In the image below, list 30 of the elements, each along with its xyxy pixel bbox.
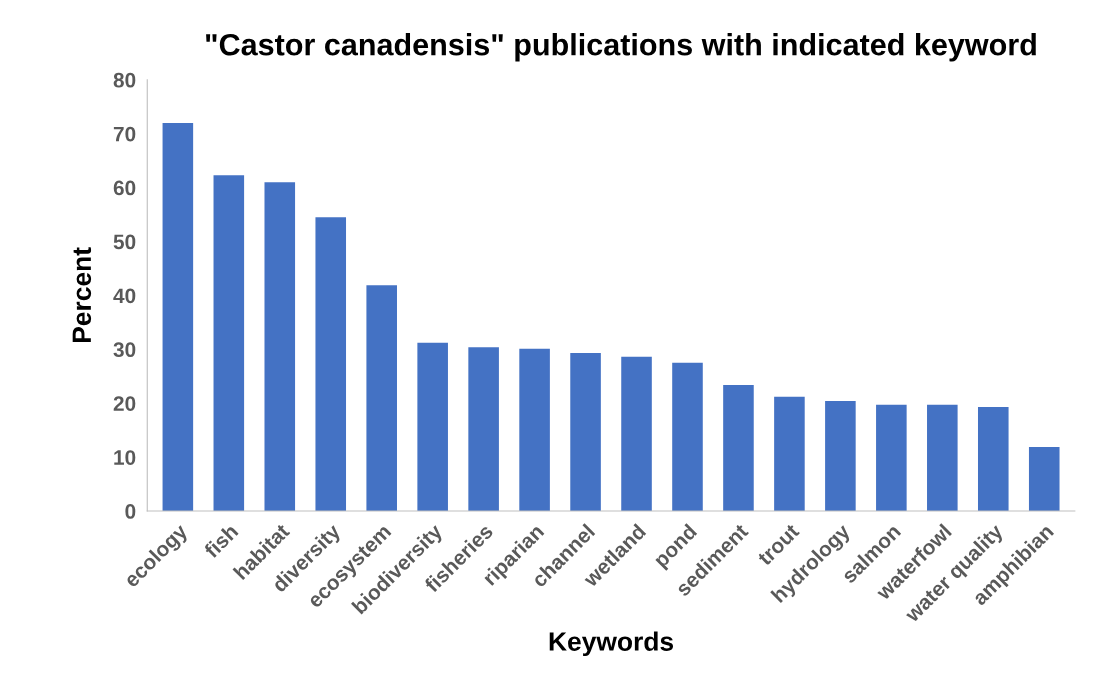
bar <box>1028 446 1060 512</box>
bar <box>264 182 296 512</box>
bar <box>213 175 245 512</box>
bar <box>977 407 1009 512</box>
bar <box>570 353 601 512</box>
bar <box>825 401 856 512</box>
bar <box>519 348 550 512</box>
y-tick-label: 80 <box>113 72 136 88</box>
bar <box>927 404 958 512</box>
y-tick-label: 40 <box>113 288 136 304</box>
bar <box>162 122 194 512</box>
bar <box>774 396 805 512</box>
y-tick-label: 0 <box>125 504 136 519</box>
bar <box>876 404 907 512</box>
y-tick-label: 30 <box>113 342 136 358</box>
y-tick-label: 10 <box>114 450 136 465</box>
y-tick-label: 20 <box>113 396 136 411</box>
bar <box>366 285 397 512</box>
y-axis-title: Percent <box>72 247 92 343</box>
y-tick-label: 70 <box>113 126 136 142</box>
y-tick-label: 60 <box>113 180 136 196</box>
bar <box>723 384 754 512</box>
bar <box>468 347 499 512</box>
bar <box>672 362 703 512</box>
bar <box>315 217 347 512</box>
bar <box>621 356 652 512</box>
chart-title: "Castor canadensis" publications with indicated keyword <box>206 33 1036 62</box>
x-axis-title: Keywords <box>549 631 674 657</box>
y-tick-label: 50 <box>113 234 136 250</box>
bar <box>417 342 448 512</box>
